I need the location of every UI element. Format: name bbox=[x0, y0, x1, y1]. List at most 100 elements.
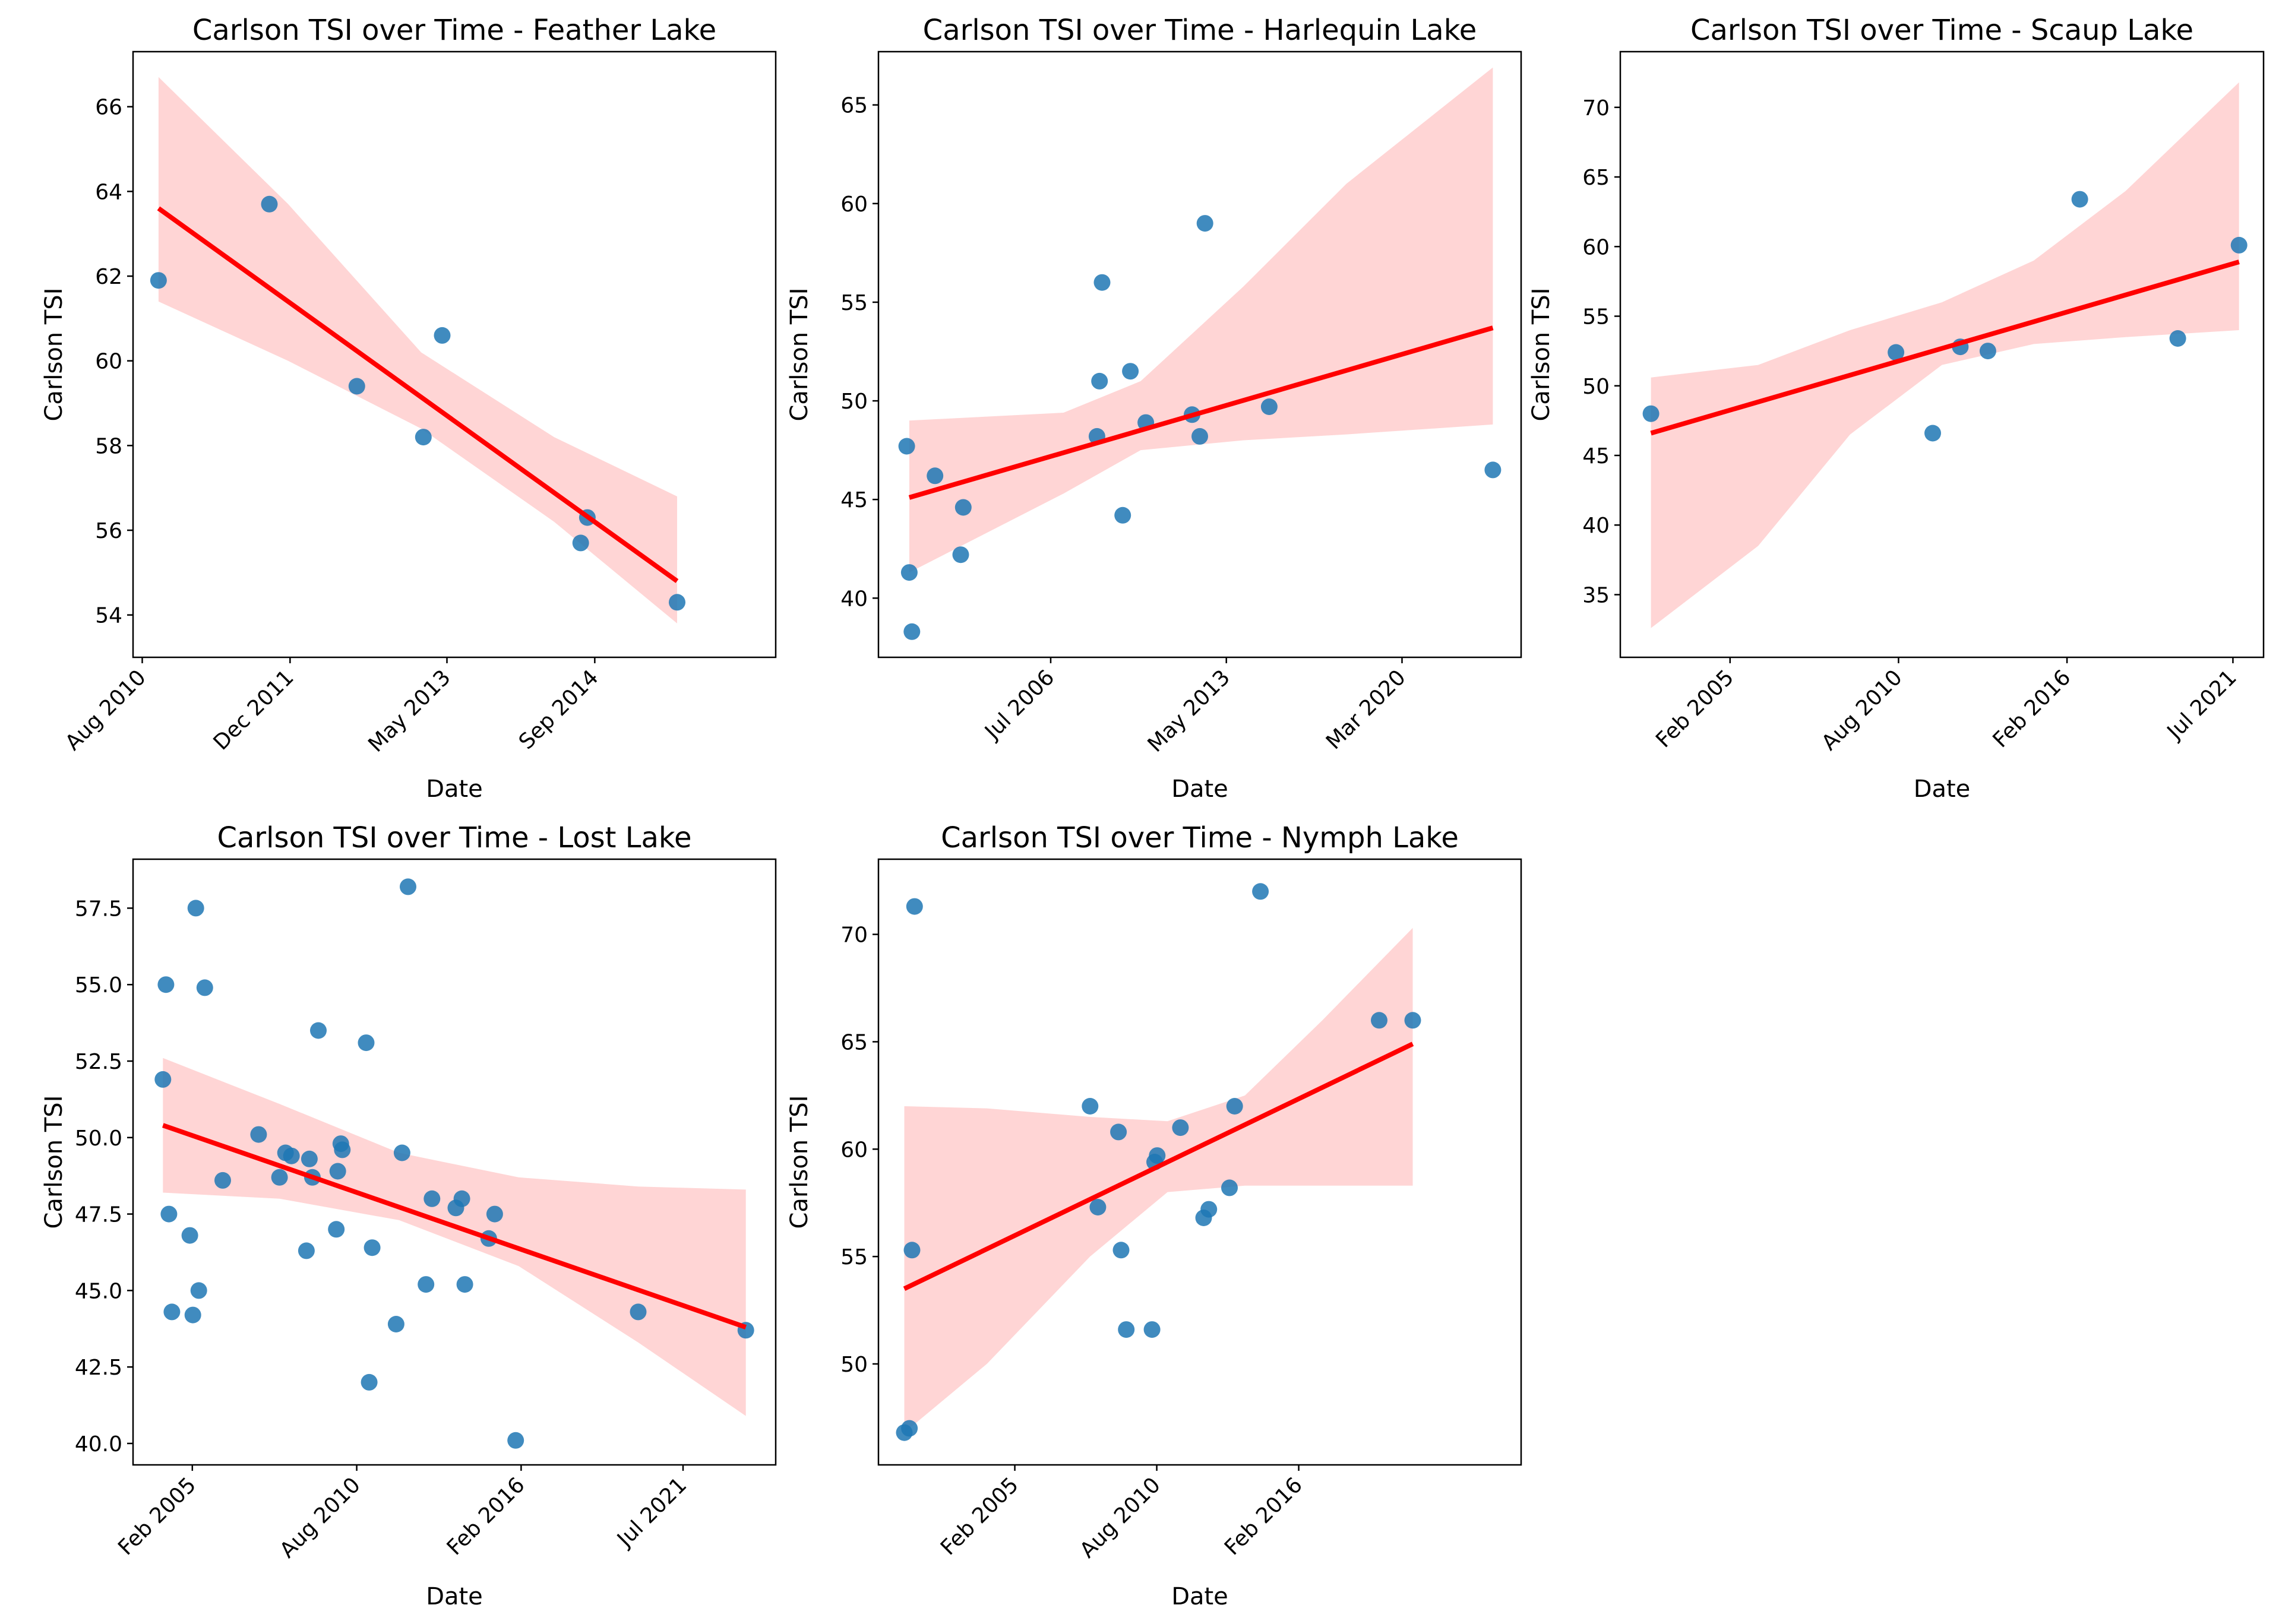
data-point bbox=[630, 1303, 647, 1321]
y-tick-label: 40 bbox=[840, 587, 868, 611]
data-point bbox=[363, 1239, 381, 1256]
x-tick-label: Jul 2021 bbox=[612, 1473, 691, 1552]
y-axis-label: Carlson TSI bbox=[1528, 288, 1555, 422]
data-point bbox=[1110, 1123, 1127, 1141]
y-tick-label: 56 bbox=[95, 519, 122, 543]
data-point bbox=[328, 1221, 345, 1238]
data-point bbox=[1252, 883, 1269, 900]
confidence-band bbox=[1651, 82, 2239, 628]
y-tick-label: 35 bbox=[1582, 583, 1610, 607]
subplot-1: 54 56 58 60 62 64 66 Aug 2010 Dec 2011 May 2013 Se… bbox=[40, 14, 777, 803]
plot-frame bbox=[132, 858, 777, 1466]
x-tick-label: Jul 2021 bbox=[2162, 665, 2242, 745]
data-point bbox=[1118, 1321, 1135, 1338]
y-tick-label: 40 bbox=[1582, 514, 1610, 538]
data-point bbox=[1091, 372, 1108, 390]
data-point bbox=[160, 1205, 178, 1223]
y-tick-label: 55 bbox=[840, 1245, 868, 1270]
data-point bbox=[1093, 274, 1111, 291]
y-tick-label: 45.0 bbox=[75, 1279, 122, 1303]
x-tick-label: Feb 2005 bbox=[936, 1473, 1023, 1560]
y-axis-label: Carlson TSI bbox=[40, 288, 68, 422]
data-point bbox=[898, 438, 915, 455]
data-point bbox=[1191, 428, 1208, 445]
data-point bbox=[154, 1071, 172, 1088]
y-tick-label: 45 bbox=[840, 488, 868, 512]
subplot-2: 40 45 50 55 60 65 Jul 2006 May 2013 Mar 2020 Carl… bbox=[786, 14, 1522, 803]
x-tick-label: Feb 2005 bbox=[113, 1473, 201, 1560]
y-tick-label: 70 bbox=[840, 923, 868, 948]
data-point bbox=[1888, 344, 1905, 361]
data-point bbox=[954, 499, 972, 516]
x-tick-label: Mar 2020 bbox=[1322, 665, 1411, 754]
subplot-4: 40.0 42.5 45.0 47.5 50.0 52.5 55.0 57.5 Feb 2005… bbox=[40, 821, 777, 1610]
x-axis-label: Date bbox=[1914, 775, 1971, 803]
data-point bbox=[190, 1282, 207, 1299]
y-tick-label: 70 bbox=[1582, 96, 1610, 121]
data-point bbox=[283, 1147, 300, 1164]
x-tick-label: Aug 2010 bbox=[275, 1473, 365, 1563]
y-tick-label: 42.5 bbox=[75, 1356, 122, 1380]
y-tick-label: 50 bbox=[840, 1353, 868, 1377]
data-point bbox=[453, 1190, 470, 1207]
data-point bbox=[2071, 191, 2088, 208]
confidence-band bbox=[909, 67, 1493, 573]
data-point bbox=[456, 1276, 473, 1293]
x-tick-label: Aug 2010 bbox=[61, 665, 151, 755]
chart-title: Carlson TSI over Time - Nymph Lake bbox=[941, 821, 1459, 854]
x-tick-label: May 2013 bbox=[1143, 665, 1235, 757]
x-tick-label: Dec 2011 bbox=[209, 665, 299, 755]
plot-frame bbox=[877, 858, 1522, 1466]
plot-frame bbox=[877, 50, 1522, 659]
confidence-band bbox=[158, 77, 677, 623]
data-point bbox=[2169, 330, 2186, 347]
data-point bbox=[1114, 506, 1131, 524]
data-point bbox=[434, 327, 451, 344]
data-point bbox=[261, 195, 278, 213]
x-tick-label: Jul 2006 bbox=[979, 665, 1059, 745]
data-point bbox=[1371, 1012, 1387, 1029]
data-point bbox=[1484, 461, 1502, 479]
data-point bbox=[214, 1172, 231, 1189]
data-point bbox=[901, 1420, 918, 1437]
y-tick-label: 45 bbox=[1582, 444, 1610, 468]
data-point bbox=[927, 467, 944, 485]
y-axis-label: Carlson TSI bbox=[786, 1096, 813, 1229]
data-point bbox=[669, 594, 685, 611]
data-point bbox=[400, 878, 416, 895]
regression-line bbox=[903, 1041, 1414, 1291]
data-point bbox=[906, 898, 923, 915]
data-point bbox=[1404, 1012, 1421, 1029]
data-point bbox=[157, 976, 175, 993]
data-point bbox=[1924, 425, 1941, 442]
subplot-5: 50 55 60 65 70 Feb 2005 Aug 2010 Feb 2016 Carlso… bbox=[786, 821, 1522, 1610]
confidence-band bbox=[904, 927, 1413, 1433]
data-point bbox=[1260, 398, 1278, 415]
x-tick-label: Feb 2016 bbox=[1220, 1473, 1307, 1560]
data-point bbox=[393, 1144, 410, 1161]
data-point bbox=[415, 429, 432, 446]
x-axis-label: Date bbox=[1171, 775, 1228, 803]
data-point bbox=[1221, 1179, 1238, 1196]
data-point bbox=[1172, 1119, 1189, 1137]
y-tick-label: 55 bbox=[840, 291, 868, 315]
y-tick-label: 60 bbox=[840, 192, 868, 217]
y-tick-label: 50 bbox=[840, 390, 868, 414]
y-axis-label: Carlson TSI bbox=[40, 1096, 68, 1229]
y-tick-label: 65 bbox=[840, 1030, 868, 1055]
y-tick-label: 50.0 bbox=[75, 1126, 122, 1151]
data-point bbox=[1112, 1242, 1130, 1259]
y-tick-label: 60 bbox=[840, 1138, 868, 1162]
data-point bbox=[952, 546, 969, 564]
data-point bbox=[187, 900, 204, 917]
x-tick-label: May 2013 bbox=[363, 665, 456, 757]
data-point bbox=[1089, 1199, 1107, 1215]
confidence-band bbox=[163, 1058, 746, 1416]
chart-title: Carlson TSI over Time - Scaup Lake bbox=[1690, 14, 2193, 47]
data-point bbox=[184, 1306, 201, 1324]
y-tick-label: 50 bbox=[1582, 375, 1610, 399]
data-point bbox=[301, 1150, 318, 1167]
data-point bbox=[1642, 405, 1660, 422]
data-point bbox=[418, 1276, 435, 1293]
data-point bbox=[150, 272, 167, 289]
